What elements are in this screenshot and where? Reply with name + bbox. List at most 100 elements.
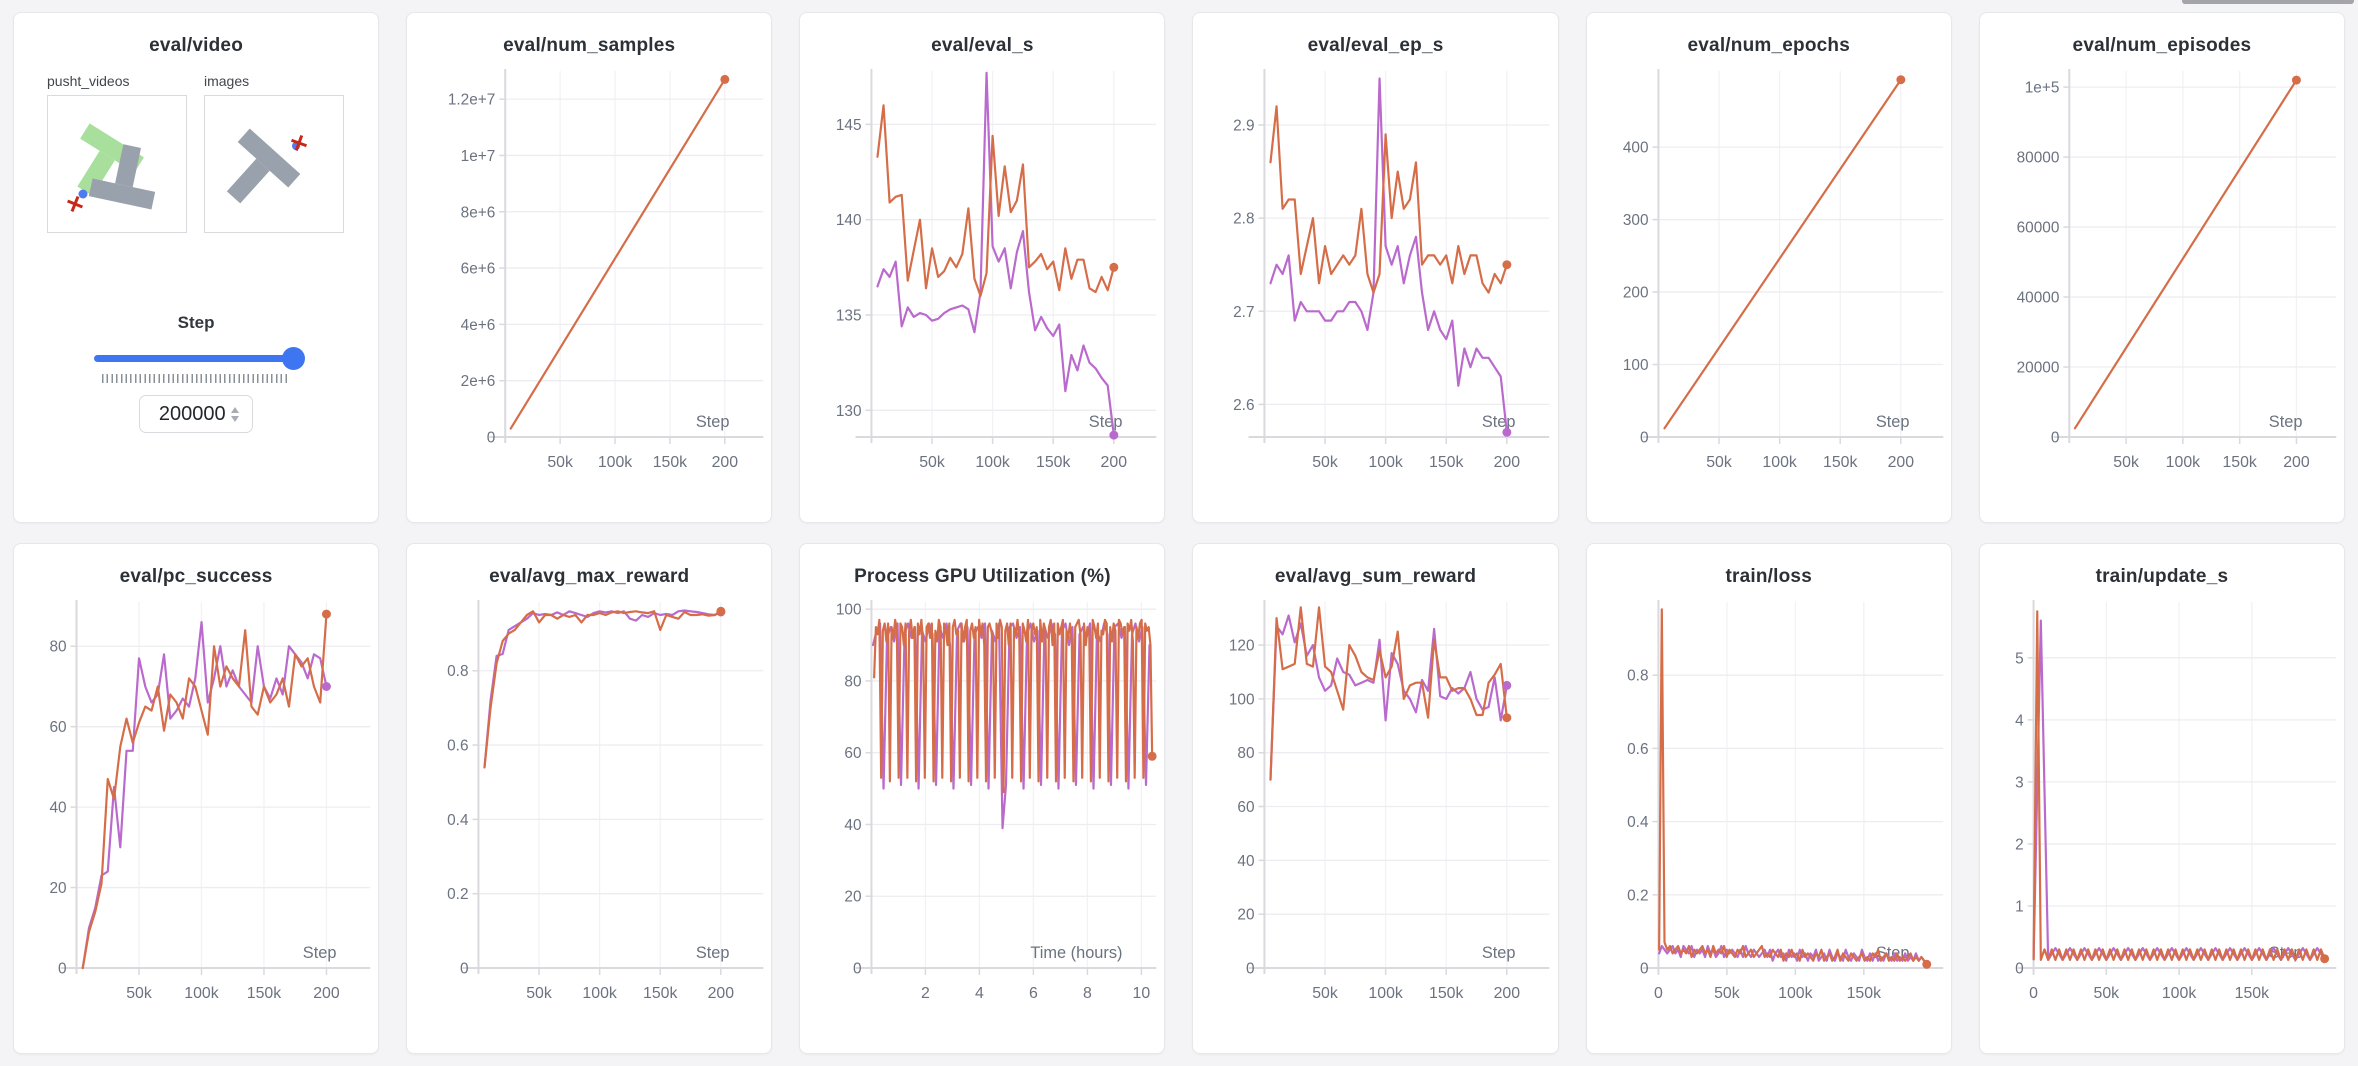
series-line-purple	[483, 609, 723, 769]
pusht-video-frame-image	[67, 123, 156, 212]
y-tick-label: 0.6	[447, 738, 468, 755]
x-tick-label: 6	[1029, 985, 1038, 1002]
step-slider-label: Step	[177, 313, 215, 332]
video-thumbnails-row: pusht_videos	[47, 73, 378, 233]
end-dot-purple	[1502, 427, 1512, 437]
gridlines	[1652, 602, 1943, 969]
chart-plot[interactable]: 0 100 200 300 400 50k 100k 150k 200 Step	[1587, 65, 1951, 503]
x-axis-label: Step	[696, 944, 730, 962]
y-tick-label: 60	[845, 745, 862, 762]
step-value-input[interactable]	[153, 402, 226, 426]
x-tick-label: 50k	[1706, 454, 1732, 471]
chart-plot[interactable]: 0 20 40 60 80 50k 100k 150k 200 Step	[14, 596, 378, 1034]
end-dot-purple	[321, 682, 331, 691]
series-line-purple	[876, 71, 1116, 437]
x-tick-label: 200	[313, 985, 340, 1002]
y-tick-label: 20000	[2016, 359, 2059, 376]
x-tick-label: 150k	[2234, 985, 2268, 1002]
x-tick-label: 200	[1494, 985, 1521, 1002]
panel-process-gpu-utilization-: Process GPU Utilization (%) 0 20 40 60 80 100 2…	[799, 543, 1166, 1054]
y-tick-label: 145	[836, 117, 862, 134]
series-line-orange	[1269, 105, 1509, 294]
video-frame[interactable]	[47, 95, 187, 233]
gridlines	[472, 602, 764, 969]
y-tick-label: 2e+6	[461, 373, 496, 390]
y-tick-label: 0.6	[1627, 741, 1648, 758]
step-spinner	[230, 406, 239, 422]
tick-labels: 0 2e+6 4e+6 6e+6 8e+6 1e+7 1.2e+7 50k 100k 150k 20…	[448, 92, 738, 471]
end-dot-orange	[1502, 260, 1512, 270]
spinner-down-icon[interactable]	[230, 415, 239, 422]
chart-plot[interactable]: 130 135 140 145 50k 100k 150k 200 Step	[800, 65, 1164, 503]
step-slider[interactable]	[93, 347, 305, 371]
x-tick-label: 100k	[184, 985, 218, 1002]
axis-lines	[1249, 69, 1550, 444]
end-dot-orange	[1502, 713, 1512, 723]
chart-title: eval/eval_ep_s	[1307, 35, 1444, 56]
chart-title: train/loss	[1725, 566, 1812, 587]
x-tick-label: 150k	[2222, 454, 2256, 471]
tick-labels: 2.6 2.7 2.8 2.9 50k 100k 150k 200 Step	[1234, 117, 1521, 471]
end-dot-orange	[716, 606, 726, 616]
gridlines	[499, 71, 764, 438]
x-tick-label: 150k	[1846, 985, 1880, 1002]
y-tick-label: 0.8	[447, 663, 468, 680]
y-tick-label: 40	[49, 800, 66, 817]
y-tick-label: 140	[836, 212, 862, 229]
end-dot-purple	[1502, 680, 1512, 690]
end-dot-orange	[1896, 75, 1905, 85]
panel-eval-video: eval/video pusht_videos	[13, 12, 380, 523]
y-tick-label: 300	[1623, 212, 1649, 229]
y-tick-label: 0	[853, 960, 862, 977]
chart-plot[interactable]: 0 20000 40000 60000 80000 1e+5 50k 100k 150k 200 S…	[1980, 65, 2344, 503]
x-tick-label: 50k	[920, 454, 946, 471]
x-tick-label: 200	[708, 985, 735, 1002]
x-tick-label: 100k	[1762, 454, 1796, 471]
axis-lines	[2053, 69, 2337, 444]
x-tick-label: 100k	[1778, 985, 1812, 1002]
y-tick-label: 1.2e+7	[448, 92, 495, 109]
tick-labels: 0 20 40 60 80 100 120 50k 100k 150k 200 Step	[1229, 638, 1520, 1003]
x-tick-label: 200	[2283, 454, 2310, 471]
y-tick-label: 0.8	[1627, 668, 1648, 685]
y-tick-label: 60	[1238, 799, 1255, 816]
chart-title: eval/avg_max_reward	[489, 566, 690, 587]
spinner-up-icon[interactable]	[230, 406, 239, 413]
step-slider-thumb[interactable]	[281, 347, 305, 370]
tick-labels: 130 135 140 145 50k 100k 150k 200 Step	[836, 117, 1127, 471]
chart-plot[interactable]: 0 0.2 0.4 0.6 0.8 50k 100k 150k 200 Step	[407, 596, 771, 1034]
series-line-orange	[1269, 606, 1509, 781]
end-dot-orange	[2319, 954, 2329, 964]
y-tick-label: 400	[1623, 140, 1649, 157]
x-tick-label: 150k	[643, 985, 677, 1002]
image-frame[interactable]	[204, 95, 344, 233]
x-tick-label: 150k	[247, 985, 281, 1002]
x-tick-label: 150k	[1430, 985, 1464, 1002]
axis-lines	[60, 600, 371, 975]
chart-plot[interactable]: 0 2e+6 4e+6 6e+6 8e+6 1e+7 1.2e+7 50k 100k 150k 20…	[407, 65, 771, 503]
video-panel-title: eval/video	[149, 35, 244, 56]
end-dot-orange	[1921, 959, 1931, 969]
chart-title: eval/eval_s	[931, 35, 1034, 56]
chart-plot[interactable]: 2.6 2.7 2.8 2.9 50k 100k 150k 200 Step	[1193, 65, 1557, 503]
tick-labels: 0 20000 40000 60000 80000 1e+5 50k 100k 150k 200 S…	[2016, 80, 2309, 471]
y-tick-label: 130	[836, 403, 862, 420]
chart-plot[interactable]: 0 20 40 60 80 100 2 4 6 8 10 Time (hours)	[800, 596, 1164, 1034]
y-tick-label: 40000	[2016, 289, 2059, 306]
step-slider-track[interactable]	[93, 355, 299, 362]
x-tick-label: 150k	[1036, 454, 1070, 471]
x-axis-label: Time (hours)	[1031, 944, 1123, 962]
chart-plot[interactable]: 0 20 40 60 80 100 120 50k 100k 150k 200 Step	[1193, 596, 1557, 1034]
y-tick-label: 100	[1623, 357, 1649, 374]
x-tick-label: 8	[1083, 985, 1092, 1002]
x-tick-label: 150k	[1430, 454, 1464, 471]
y-tick-label: 8e+6	[461, 204, 496, 221]
chart-title: Process GPU Utilization (%)	[854, 566, 1111, 587]
axis-lines	[855, 600, 1157, 975]
panel-eval-pc-success: eval/pc_success 0 20 40 60 80 50k 100k 150k 200 St…	[13, 543, 380, 1054]
x-tick-label: 2	[921, 985, 930, 1002]
